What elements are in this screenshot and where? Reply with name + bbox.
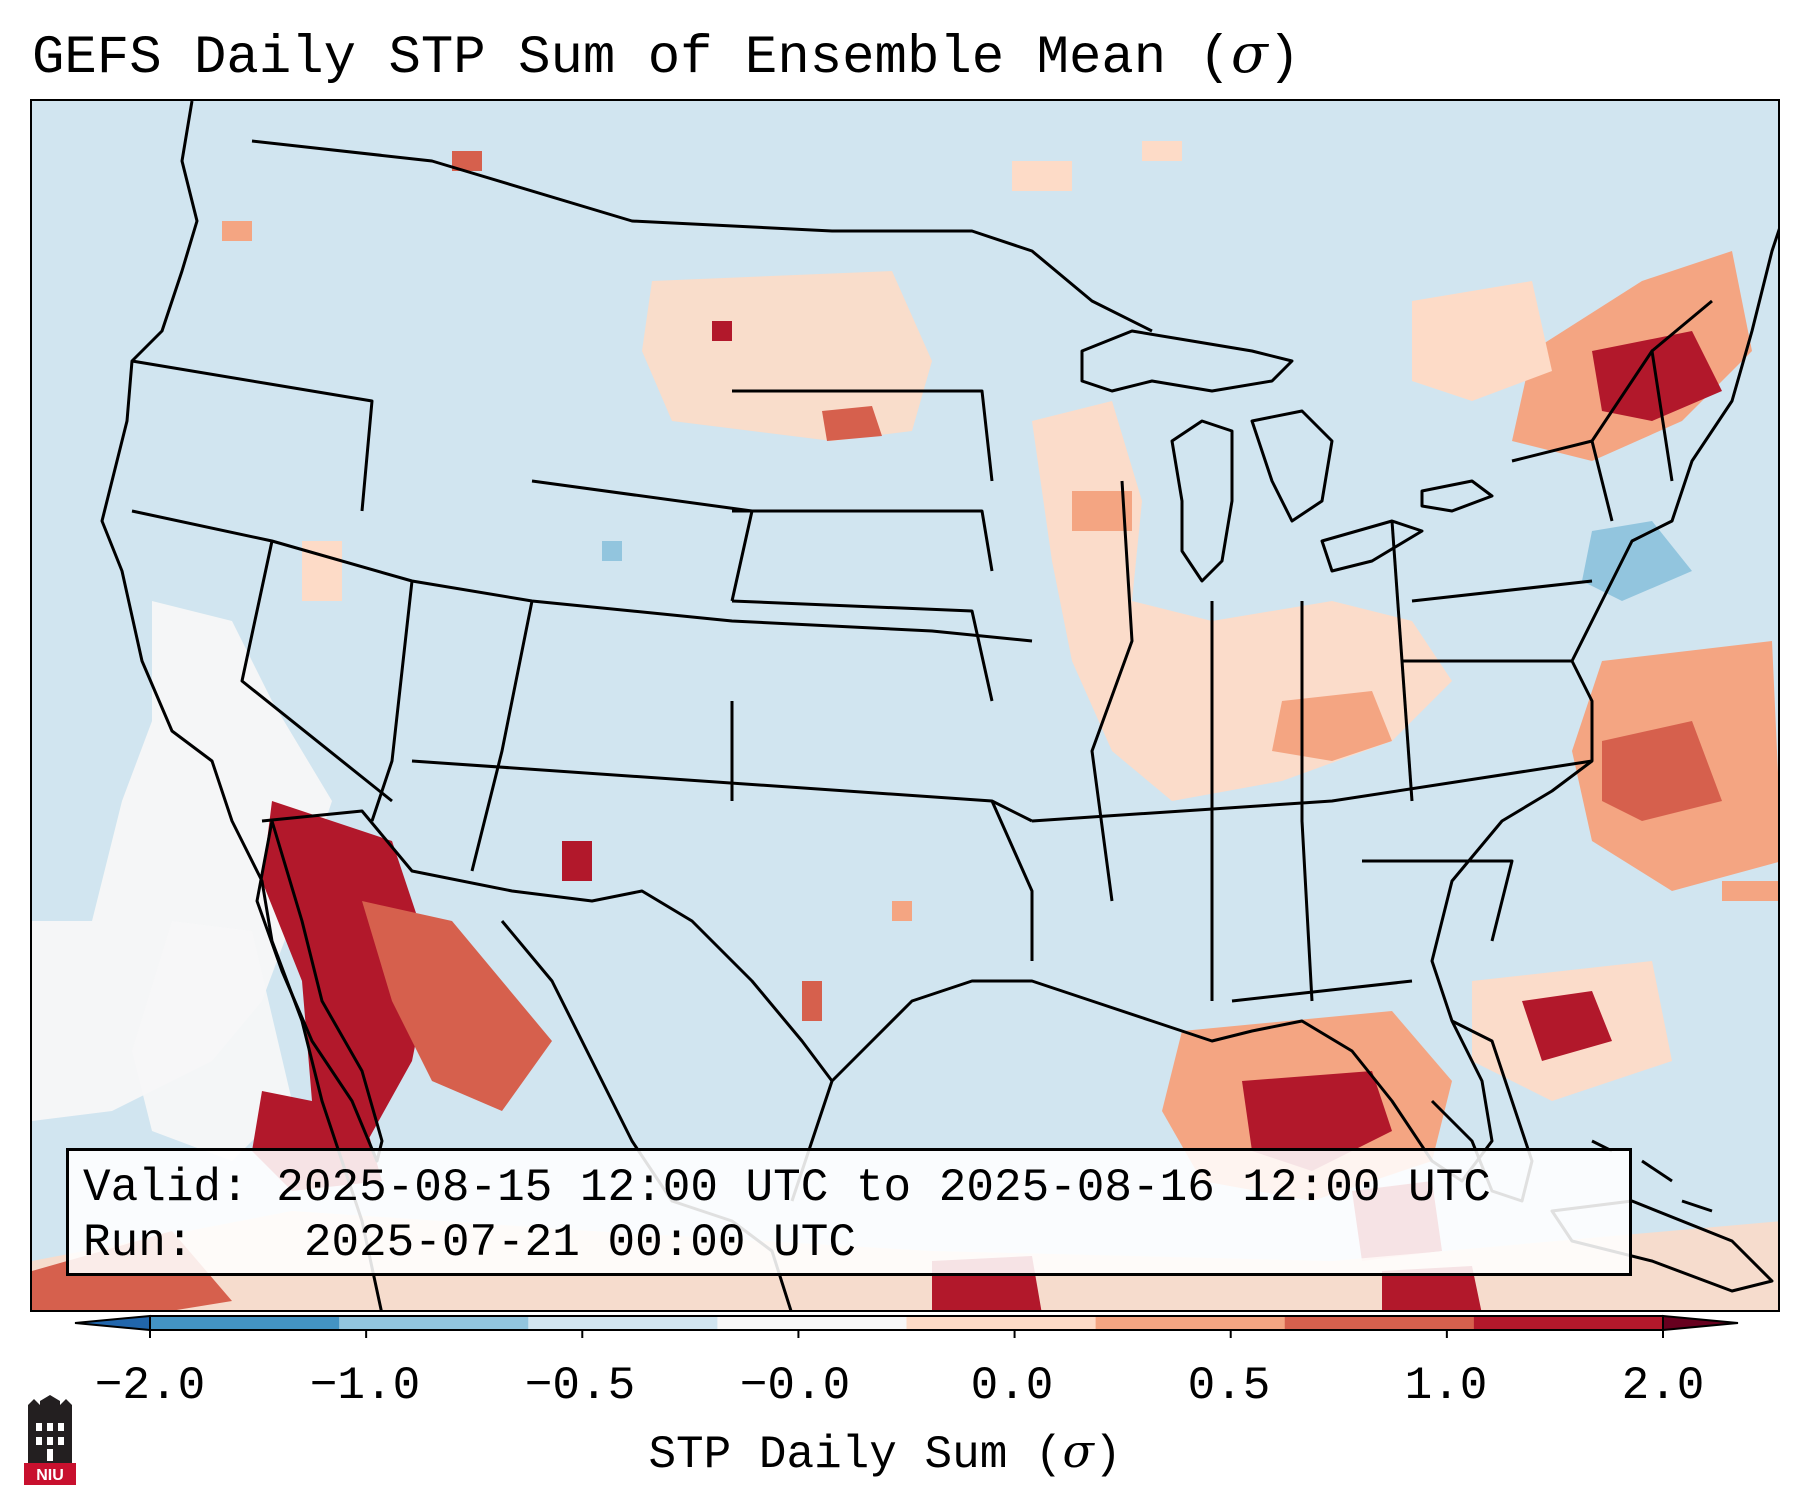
- border-mexico: [261, 809, 834, 1082]
- colorbar-tick-marks: [149, 1330, 1664, 1338]
- colorbar-tick-label: 2.0: [1621, 1360, 1705, 1412]
- anomaly-neg-ne: [1582, 521, 1692, 601]
- colorbar-bin: [1473, 1316, 1664, 1330]
- state-line: [731, 599, 994, 702]
- valid-run-info-box: Valid: 2025-08-15 12:00 UTC to 2025-08-1…: [66, 1148, 1632, 1276]
- logo-text: NIU: [36, 1467, 64, 1484]
- anomaly-sonora: [262, 801, 432, 1151]
- state-line: [1362, 859, 1514, 942]
- colorbar: [74, 1314, 1739, 1338]
- anomaly-ne-2: [1412, 281, 1552, 401]
- state-line: [1090, 480, 1134, 902]
- anomaly-pixel: [222, 221, 252, 241]
- colorbar-extend-high: [1662, 1314, 1739, 1332]
- colorbar-tick-label: −0.0: [739, 1360, 851, 1412]
- niu-logo: NIU: [24, 1395, 76, 1485]
- anomaly-pixel: [602, 541, 622, 561]
- state-line: [1411, 579, 1593, 603]
- colorbar-label-text: STP Daily Sum (: [648, 1429, 1063, 1481]
- border-canada: [251, 139, 1153, 333]
- colorbar-bin: [528, 1316, 718, 1330]
- anomaly-atlantic-red: [1602, 721, 1722, 821]
- valid-row: Valid: 2025-08-15 12:00 UTC to 2025-08-1…: [83, 1161, 1615, 1216]
- anomaly-nplains: [642, 271, 932, 441]
- title-sigma: σ: [1231, 22, 1268, 85]
- coastline-gulf: [790, 228, 1778, 1202]
- anomaly-south-strip-red-2: [1382, 1266, 1482, 1310]
- chart-title: GEFS Daily STP Sum of Ensemble Mean (σ): [32, 22, 1300, 89]
- colorbar-label-sigma: σ: [1062, 1424, 1094, 1478]
- state-line: [1651, 299, 1713, 353]
- anomaly-field: [32, 141, 1778, 1310]
- lake-superior: [1080, 329, 1294, 393]
- anomaly-atlantic-south-red: [1522, 991, 1612, 1061]
- state-line: [1231, 979, 1413, 1003]
- state-line: [531, 479, 754, 602]
- coastline-west: [100, 101, 383, 1310]
- run-value: 2025-07-21 00:00 UTC: [303, 1217, 856, 1269]
- colorbar-label: STP Daily Sum (σ): [648, 1424, 1121, 1481]
- run-row: Run: 2025-07-21 00:00 UTC: [83, 1216, 1615, 1271]
- run-label: Run:: [83, 1217, 194, 1269]
- logo-badge: [24, 1463, 76, 1485]
- colorbar-tick-label: −1.0: [309, 1360, 421, 1412]
- state-line: [240, 540, 393, 803]
- anomaly-pixel: [802, 981, 822, 1021]
- anomaly-pixel: [562, 841, 592, 881]
- anomaly-sonora-2: [362, 901, 552, 1111]
- state-line: [732, 389, 994, 482]
- anomaly-pixel: [452, 151, 482, 171]
- state-line: [990, 800, 1034, 961]
- title-text: GEFS Daily STP Sum of Ensemble Mean (: [32, 28, 1231, 89]
- anomaly-gulf-red: [1242, 1071, 1392, 1171]
- anomaly-cal-white-2: [132, 921, 292, 1161]
- lake-huron: [1250, 409, 1334, 523]
- colorbar-bin: [339, 1316, 529, 1330]
- colorbar-label-close: ): [1093, 1429, 1122, 1481]
- state-line: [411, 759, 1033, 823]
- colorbar-bin: [906, 1316, 1097, 1330]
- colorbar-tick-label: 0.5: [1187, 1360, 1271, 1412]
- state-line: [131, 509, 1033, 643]
- map-panel: [30, 99, 1780, 1312]
- colorbar-tick-label: −2.0: [94, 1360, 206, 1412]
- colorbar-tick-label: 1.0: [1404, 1360, 1488, 1412]
- anomaly-pixel: [712, 321, 732, 341]
- state-line: [470, 600, 534, 872]
- colorbar-extend-low: [74, 1314, 151, 1332]
- anomaly-pixel: [892, 901, 912, 921]
- anomaly-pixel: [1722, 881, 1778, 901]
- anomaly-nplains-red: [822, 406, 882, 441]
- title-close: ): [1267, 28, 1301, 89]
- state-line: [370, 580, 414, 822]
- colorbar-tick-label: 0.0: [970, 1360, 1054, 1412]
- lake-erie: [1320, 519, 1424, 573]
- valid-value: 2025-08-15 12:00 UTC to 2025-08-16 12:00…: [276, 1162, 1491, 1214]
- colorbar-bin: [150, 1316, 340, 1330]
- map-svg: [32, 101, 1778, 1310]
- colorbar-outline: [149, 1315, 1664, 1331]
- anomaly-pixel: [1012, 161, 1072, 191]
- anomaly-pixel: [1142, 141, 1182, 161]
- colorbar-tick-label: −0.5: [524, 1360, 636, 1412]
- state-line: [131, 359, 374, 512]
- state-line: [1300, 601, 1314, 1002]
- valid-label: Valid:: [83, 1162, 249, 1214]
- lake-ontario: [1420, 479, 1494, 513]
- state-line: [1031, 759, 1593, 823]
- lake-michigan: [1170, 419, 1234, 583]
- colorbar-bin: [1284, 1316, 1475, 1330]
- colorbar-bin: [1095, 1316, 1286, 1330]
- colorbar-bins: [74, 1314, 1739, 1332]
- colorbar-bin: [717, 1316, 907, 1330]
- anomaly-ohio-mod: [1272, 691, 1392, 761]
- state-line: [732, 509, 994, 572]
